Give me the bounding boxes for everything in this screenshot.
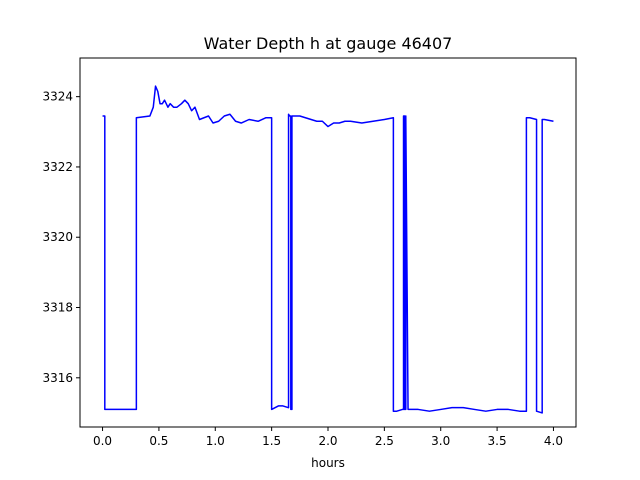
x-tick-label: 3.0 bbox=[431, 434, 450, 448]
y-tick-label: 3322 bbox=[42, 160, 73, 174]
y-axis: 3316 3318 3320 3322 3324 bbox=[42, 90, 80, 385]
x-axis: 0.0 0.5 1.0 1.5 2.0 2.5 3.0 3.5 4.0 bbox=[93, 427, 563, 448]
x-tick-label: 0.0 bbox=[93, 434, 112, 448]
series-line-0 bbox=[102, 85, 554, 414]
y-tick-label: 3318 bbox=[42, 301, 73, 315]
x-tick-label: 3.5 bbox=[488, 434, 507, 448]
x-tick-label: 2.5 bbox=[375, 434, 394, 448]
y-tick-label: 3316 bbox=[42, 371, 73, 385]
y-tick-label: 3320 bbox=[42, 230, 73, 244]
y-tick-label: 3324 bbox=[42, 90, 73, 104]
x-tick-label: 0.5 bbox=[149, 434, 168, 448]
x-tick-label: 4.0 bbox=[544, 434, 563, 448]
plot-area: 0.0 0.5 1.0 1.5 2.0 2.5 3.0 3.5 4.0 3316 3318 3320… bbox=[42, 57, 577, 448]
x-tick-label: 1.5 bbox=[262, 434, 281, 448]
x-tick-label: 2.0 bbox=[318, 434, 337, 448]
series-layer bbox=[102, 85, 554, 414]
chart-title: Water Depth h at gauge 46407 bbox=[204, 34, 453, 53]
x-tick-label: 1.0 bbox=[206, 434, 225, 448]
x-axis-label: hours bbox=[311, 456, 345, 470]
